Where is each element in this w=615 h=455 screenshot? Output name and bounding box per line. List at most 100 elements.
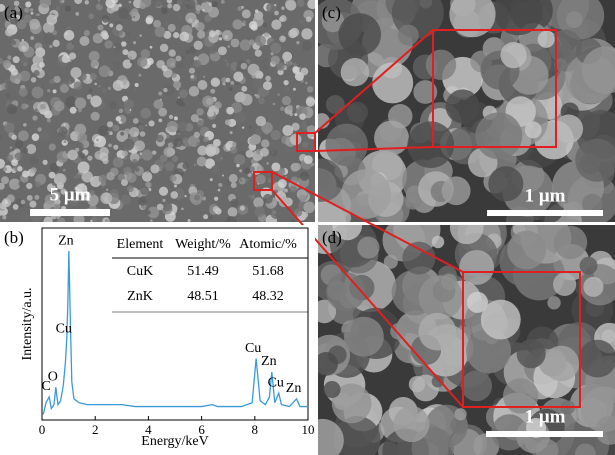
grain <box>208 216 212 220</box>
grain <box>253 197 264 208</box>
grain <box>122 49 128 55</box>
grain <box>228 207 238 217</box>
table-cell: 51.49 <box>187 264 219 279</box>
grain <box>234 154 245 165</box>
grain <box>232 19 242 29</box>
grain <box>341 58 369 86</box>
panel-label: (a) <box>4 3 23 22</box>
grain <box>127 33 130 36</box>
grain <box>36 13 39 16</box>
grain <box>29 201 36 208</box>
grain <box>212 124 216 128</box>
grain <box>249 126 252 129</box>
grain <box>188 219 191 222</box>
grain <box>232 142 237 147</box>
grain <box>211 77 220 86</box>
grain <box>173 32 179 38</box>
scale-label: 1 μm <box>525 406 566 427</box>
grain <box>293 88 296 91</box>
grain <box>135 167 140 172</box>
grain <box>75 12 79 16</box>
grain <box>219 37 222 40</box>
grain <box>258 97 265 104</box>
grain <box>263 23 267 27</box>
grain <box>113 157 124 168</box>
grain <box>390 323 407 340</box>
grain <box>205 19 208 22</box>
grain <box>210 89 215 94</box>
grain <box>200 127 203 130</box>
grain <box>209 45 218 54</box>
grain <box>30 12 33 15</box>
grain <box>87 155 92 160</box>
grain <box>13 204 19 210</box>
grain <box>109 23 113 27</box>
grain <box>230 81 234 85</box>
grain <box>257 183 259 185</box>
grain <box>426 50 456 80</box>
grain <box>162 199 165 202</box>
grain <box>167 121 178 132</box>
grain <box>77 133 87 143</box>
grain <box>282 52 292 62</box>
grain <box>90 73 97 80</box>
grain <box>222 174 224 176</box>
grain <box>100 2 104 6</box>
grain <box>88 89 93 94</box>
grain <box>231 182 237 188</box>
grain <box>96 139 99 142</box>
grain <box>106 189 108 191</box>
grain <box>40 104 46 110</box>
grain <box>205 144 216 155</box>
grain <box>170 191 178 199</box>
grain <box>219 31 223 35</box>
grain <box>309 59 319 69</box>
grain <box>271 56 280 65</box>
grain <box>344 317 384 357</box>
grain <box>133 88 136 91</box>
grain <box>409 376 425 392</box>
grain <box>140 131 146 137</box>
peak-label: Cu <box>245 341 261 356</box>
grain <box>102 15 110 23</box>
grain <box>107 121 113 127</box>
grain <box>323 381 340 398</box>
grain <box>116 116 121 121</box>
grain <box>133 118 139 124</box>
grain <box>35 109 38 112</box>
grain <box>246 150 254 158</box>
grain <box>90 96 101 107</box>
grain <box>579 340 615 378</box>
grain <box>249 137 257 145</box>
grain <box>209 2 212 5</box>
grain <box>407 121 454 168</box>
grain <box>150 219 153 222</box>
grain <box>163 88 167 92</box>
grain <box>241 86 247 92</box>
grain <box>260 148 269 157</box>
grain <box>293 63 297 67</box>
grain <box>230 199 238 207</box>
grain <box>207 110 214 117</box>
grain <box>242 9 251 18</box>
grain <box>210 178 213 181</box>
grain <box>169 49 176 56</box>
grain <box>538 31 555 48</box>
grain <box>173 4 181 12</box>
grain <box>218 183 222 187</box>
grain <box>70 78 75 83</box>
grain <box>244 168 251 175</box>
grain <box>6 154 13 161</box>
grain <box>148 120 154 126</box>
grain <box>314 352 338 376</box>
grain <box>432 236 444 248</box>
grain <box>240 206 245 211</box>
grain <box>133 22 136 25</box>
grain <box>168 24 176 32</box>
eds-chart: (b)0246810Energy/keVIntensity/a.u.COCuZn… <box>0 225 315 455</box>
grain <box>21 103 27 109</box>
grain <box>26 183 32 189</box>
grain <box>15 152 23 160</box>
grain <box>203 76 205 78</box>
grain <box>239 177 246 184</box>
